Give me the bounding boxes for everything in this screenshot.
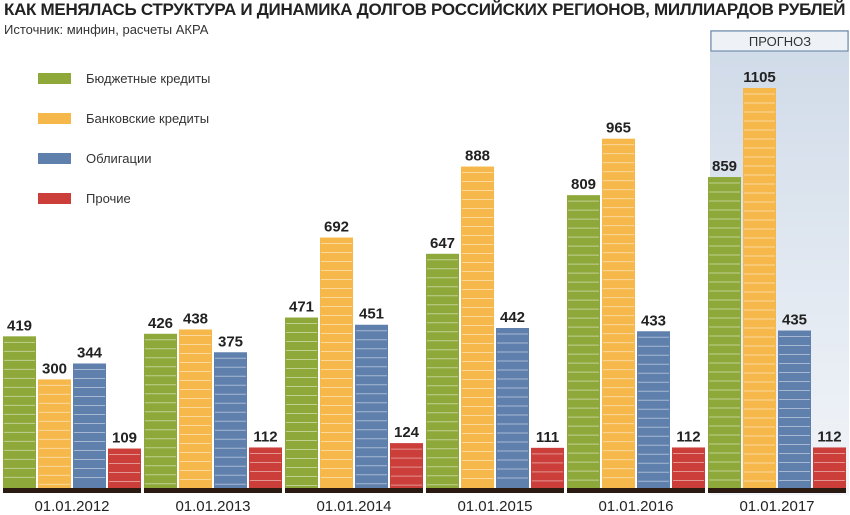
category-label-1: 01.01.2013 (175, 498, 250, 515)
value-label-1-0: 426 (148, 315, 173, 332)
category-label-5: 01.01.2017 (739, 498, 814, 515)
bar-0-2 (73, 363, 106, 488)
bar-1-1 (179, 329, 212, 488)
value-label-3-1: 888 (465, 148, 490, 165)
legend-label-1: Банковские кредиты (86, 111, 209, 126)
bar-3-3 (531, 447, 564, 488)
value-label-1-1: 438 (183, 310, 208, 327)
baseline-segment-4 (567, 488, 705, 493)
baseline-segment-2 (285, 488, 423, 493)
baseline-segment-3 (426, 488, 564, 493)
bar-1-0 (144, 333, 177, 488)
bar-2-2 (355, 324, 388, 488)
value-label-2-2: 451 (359, 306, 384, 323)
bar-5-0 (708, 177, 741, 488)
bar-0-3 (108, 448, 141, 488)
value-label-1-2: 375 (218, 333, 243, 350)
bar-5-1 (743, 88, 776, 488)
bar-1-3 (249, 447, 282, 488)
value-label-0-1: 300 (42, 360, 67, 377)
bar-3-2 (496, 328, 529, 488)
baseline-segment-0 (3, 488, 141, 493)
bar-2-3 (390, 443, 423, 488)
bar-4-2 (637, 331, 670, 488)
value-label-2-0: 471 (289, 299, 314, 316)
bar-0-1 (38, 379, 71, 488)
value-label-0-0: 419 (7, 317, 32, 334)
bar-5-2 (778, 330, 811, 488)
chart-title: КАК МЕНЯЛАСЬ СТРУКТУРА И ДИНАМИКА ДОЛГОВ… (4, 0, 846, 19)
value-label-0-3: 109 (112, 430, 137, 447)
value-label-1-3: 112 (253, 428, 277, 445)
value-label-3-3: 111 (536, 429, 559, 446)
bar-3-1 (461, 166, 494, 488)
baseline-segment-1 (144, 488, 282, 493)
legend-swatch-0 (38, 73, 71, 84)
value-label-3-2: 442 (500, 309, 525, 326)
value-label-4-0: 809 (571, 176, 596, 193)
value-label-0-2: 344 (77, 344, 103, 361)
value-label-3-0: 647 (430, 235, 455, 252)
chart-subtitle: Источник: минфин, расчеты АКРА (4, 22, 209, 37)
legend-label-2: Облигации (86, 151, 151, 166)
value-label-2-3: 124 (394, 424, 420, 441)
value-label-5-3: 112 (817, 428, 841, 445)
bar-1-2 (214, 352, 247, 488)
category-label-0: 01.01.2012 (34, 498, 109, 515)
bar-2-1 (320, 237, 353, 488)
category-label-3: 01.01.2015 (457, 498, 532, 515)
value-label-4-2: 433 (641, 312, 666, 329)
bar-2-0 (285, 317, 318, 488)
value-label-2-1: 692 (324, 219, 349, 236)
category-label-2: 01.01.2014 (316, 498, 391, 515)
value-label-4-3: 112 (676, 428, 700, 445)
category-label-4: 01.01.2016 (598, 498, 673, 515)
bar-4-1 (602, 138, 635, 489)
bar-4-0 (567, 195, 600, 488)
legend-label-0: Бюджетные кредиты (86, 71, 210, 86)
baseline-segment-5 (708, 488, 846, 493)
forecast-label: ПРОГНОЗ (749, 34, 811, 49)
bar-3-0 (426, 253, 459, 488)
bar-0-0 (3, 336, 36, 488)
legend-label-3: Прочие (86, 191, 131, 206)
bar-4-3 (672, 447, 705, 488)
value-label-5-1: 1105 (743, 69, 776, 86)
value-label-5-2: 435 (782, 312, 807, 329)
legend-swatch-2 (38, 153, 71, 164)
legend-swatch-1 (38, 113, 71, 124)
value-label-5-0: 859 (712, 158, 737, 175)
value-label-4-1: 965 (606, 120, 631, 137)
legend-swatch-3 (38, 193, 71, 204)
forecast-label-box (710, 30, 849, 52)
bar-5-3 (813, 447, 846, 488)
